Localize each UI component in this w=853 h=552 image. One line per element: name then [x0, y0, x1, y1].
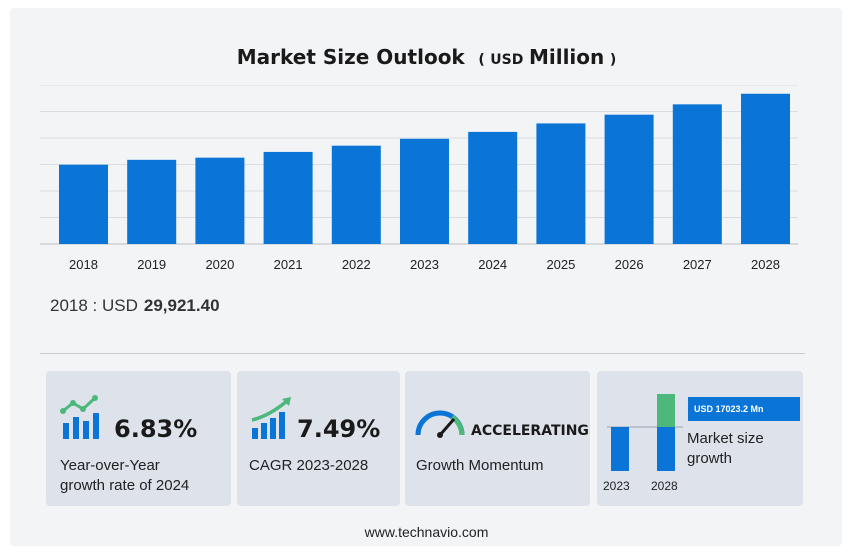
chart-title: Market Size Outlook ( USD Million )	[0, 45, 853, 69]
title-main: Market Size Outlook	[236, 45, 465, 69]
bar-2018	[59, 164, 108, 244]
yoy-label-line1: Year-over-Year	[60, 457, 160, 474]
x-tick-label: 2026	[615, 257, 644, 272]
title-close-paren: )	[609, 52, 617, 68]
bar-2026	[604, 114, 654, 245]
market-growth-line2: growth	[687, 450, 733, 467]
bar-2023	[400, 138, 449, 244]
market-growth-card: 2023 2028 Market size growth	[597, 371, 803, 506]
mini-bar-icon	[607, 394, 683, 471]
cagr-value: 7.49%	[297, 415, 381, 443]
bar-2019	[127, 159, 177, 244]
bar-2028	[741, 93, 790, 245]
x-tick-label: 2020	[205, 257, 234, 272]
x-tick-label: 2018	[69, 257, 98, 272]
speedometer-icon	[415, 410, 465, 438]
market-growth-line1: Market size	[687, 430, 764, 447]
momentum-card: ACCELERATING Growth Momentum	[405, 371, 590, 506]
x-tick-label: 2023	[410, 257, 439, 272]
x-tick-label: 2028	[751, 257, 780, 272]
base-year-value: 2018 : USD 29,921.40	[50, 296, 220, 316]
rising-bars-icon	[251, 397, 291, 439]
momentum-value: ACCELERATING	[471, 423, 589, 439]
bar-growth-icon	[60, 395, 99, 439]
x-tick-label: 2027	[683, 257, 712, 272]
base-year-label: 2018 : USD	[50, 296, 138, 315]
bar-2021	[263, 151, 313, 244]
bar-2022	[331, 145, 381, 244]
usd-growth-badge: USD 17023.2 Mn	[688, 397, 800, 421]
section-divider	[40, 353, 805, 354]
title-usd: USD	[490, 52, 524, 68]
bar-2024	[468, 131, 518, 244]
x-tick-label: 2025	[546, 257, 575, 272]
x-tick-label: 2021	[274, 257, 303, 272]
momentum-label: Growth Momentum	[416, 457, 544, 474]
market-growth-label: Market size growth	[687, 429, 764, 469]
market-size-bar-chart: 2018 2019 2020 2021 2022 2023 2024 2025 2026 2027…	[40, 85, 798, 272]
base-year-number: 29,921.40	[143, 296, 220, 315]
bar-2025	[536, 123, 586, 244]
mini-year-start: 2023	[603, 479, 630, 493]
title-open-paren: (	[478, 52, 485, 68]
title-unit: Million	[528, 45, 605, 69]
yoy-growth-card: 6.83% Year-over-Year growth rate of 2024	[46, 371, 231, 506]
cagr-card: 7.49% CAGR 2023-2028	[237, 371, 400, 506]
x-tick-label: 2019	[137, 257, 166, 272]
yoy-growth-value: 6.83%	[114, 415, 198, 443]
yoy-growth-label: Year-over-Year growth rate of 2024	[60, 456, 189, 496]
x-tick-label: 2024	[478, 257, 507, 272]
bar-2027	[672, 104, 722, 244]
yoy-label-line2: growth rate of 2024	[60, 477, 190, 494]
bar-2020	[195, 157, 245, 244]
x-tick-label: 2022	[342, 257, 371, 272]
cagr-label: CAGR 2023-2028	[249, 457, 369, 474]
mini-year-end: 2028	[651, 479, 678, 493]
footer-website[interactable]: www.technavio.com	[364, 524, 489, 540]
